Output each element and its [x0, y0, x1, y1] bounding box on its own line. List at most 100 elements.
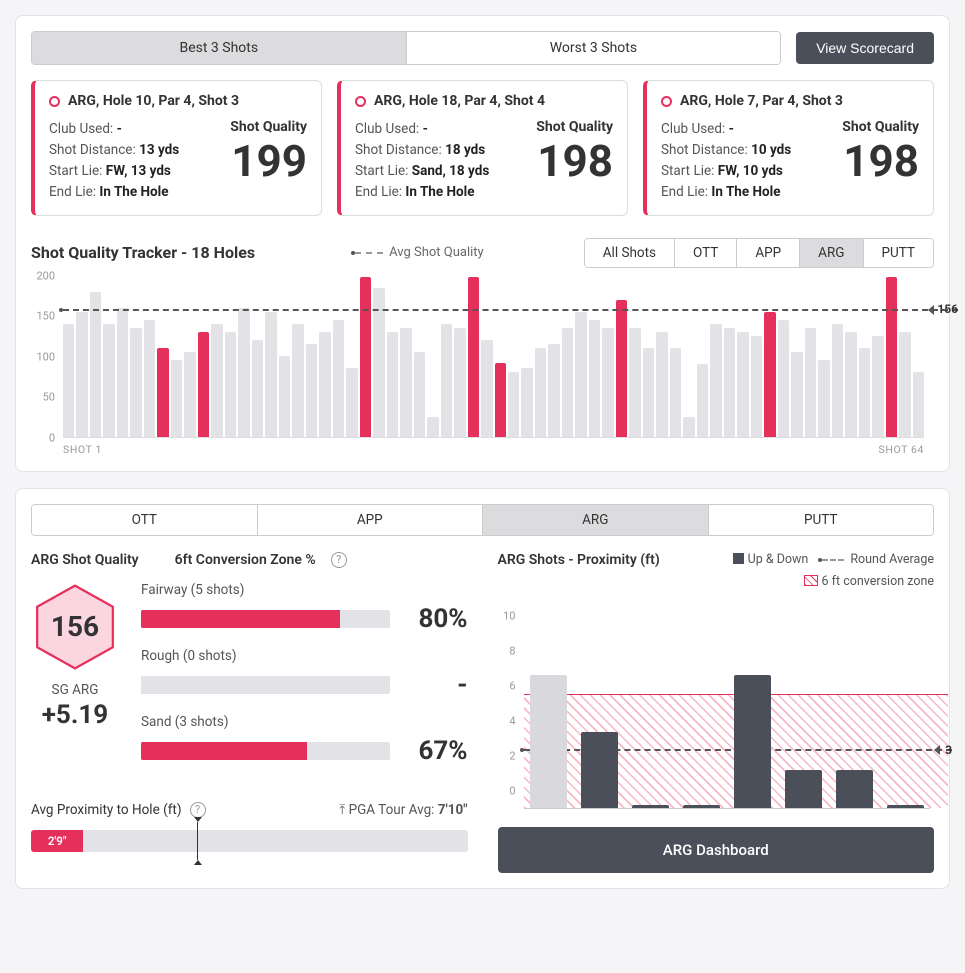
ring-icon: [355, 96, 366, 107]
proximity-bar[interactable]: [734, 675, 771, 808]
lower-tab-putt[interactable]: PUTT: [709, 505, 934, 535]
tracker-bar[interactable]: [670, 348, 681, 437]
tracker-bar[interactable]: [562, 328, 573, 437]
tracker-bar[interactable]: [629, 328, 640, 437]
tracker-bar[interactable]: [589, 320, 600, 437]
tracker-bar[interactable]: [454, 328, 465, 437]
shot-card-2[interactable]: ARG, Hole 7, Par 4, Shot 3Club Used: -Sh…: [643, 80, 934, 216]
tracker-bar[interactable]: [859, 348, 870, 437]
sg-arg-value: +5.19: [31, 700, 119, 730]
tracker-tab-putt[interactable]: PUTT: [864, 239, 934, 267]
tracker-bar[interactable]: [481, 340, 492, 437]
tracker-bar[interactable]: [400, 328, 411, 437]
legend-avg-shot-quality: Avg Shot Quality: [355, 245, 484, 260]
lower-tab-ott[interactable]: OTT: [32, 505, 258, 535]
tracker-bar[interactable]: [872, 336, 883, 437]
help-icon[interactable]: ?: [331, 552, 347, 568]
tracker-bar[interactable]: [832, 324, 843, 437]
tracker-bar[interactable]: [360, 277, 371, 436]
tracker-bar[interactable]: [643, 348, 654, 437]
sg-arg-label: SG ARG: [31, 682, 119, 698]
tracker-bar[interactable]: [602, 328, 613, 437]
tracker-bar[interactable]: [548, 344, 559, 437]
tracker-bar[interactable]: [103, 324, 114, 437]
proximity-bar[interactable]: [785, 770, 822, 808]
ring-icon: [661, 96, 672, 107]
tracker-bar[interactable]: [656, 332, 667, 437]
tracker-bar[interactable]: [441, 324, 452, 437]
tracker-bar[interactable]: [508, 372, 519, 436]
shot-card-0[interactable]: ARG, Hole 10, Par 4, Shot 3Club Used: -S…: [31, 80, 322, 216]
tracker-bar[interactable]: [764, 312, 775, 437]
tracker-bar[interactable]: [333, 320, 344, 437]
tracker-title: Shot Quality Tracker - 18 Holes: [31, 243, 255, 262]
tracker-bar[interactable]: [778, 320, 789, 437]
tracker-bar[interactable]: [805, 328, 816, 437]
view-scorecard-button[interactable]: View Scorecard: [796, 32, 934, 64]
tab-worst-shots[interactable]: Worst 3 Shots: [407, 32, 781, 64]
tracker-bar[interactable]: [899, 332, 910, 437]
tab-best-shots[interactable]: Best 3 Shots: [32, 32, 407, 64]
tracker-bar[interactable]: [117, 308, 128, 437]
tracker-tab-arg[interactable]: ARG: [800, 239, 863, 267]
tracker-bar[interactable]: [535, 348, 546, 437]
tracker-bar[interactable]: [225, 332, 236, 437]
tracker-bar[interactable]: [319, 332, 330, 437]
tracker-bar[interactable]: [306, 344, 317, 437]
tracker-bar[interactable]: [76, 312, 87, 437]
tracker-bar[interactable]: [279, 356, 290, 437]
tracker-bar[interactable]: [198, 332, 209, 437]
lower-category-tabs: OTTAPPARGPUTT: [31, 504, 934, 536]
tracker-bar[interactable]: [724, 328, 735, 437]
proximity-bar[interactable]: [632, 805, 669, 808]
tracker-bar[interactable]: [521, 368, 532, 436]
tracker-bar[interactable]: [845, 332, 856, 437]
tracker-bar[interactable]: [292, 324, 303, 437]
tracker-bar[interactable]: [387, 332, 398, 437]
tracker-bar[interactable]: [238, 308, 249, 437]
tracker-bar[interactable]: [818, 360, 829, 436]
tracker-bar[interactable]: [427, 417, 438, 437]
tracker-bar[interactable]: [616, 300, 627, 437]
lower-tab-arg[interactable]: ARG: [483, 505, 709, 535]
arg-right-column: ARG Shots - Proximity (ft) Up & Down Rou…: [498, 552, 935, 873]
proximity-bar[interactable]: [683, 805, 720, 808]
tracker-bar[interactable]: [737, 332, 748, 437]
tracker-bar[interactable]: [697, 364, 708, 436]
tracker-bar[interactable]: [791, 352, 802, 437]
shot-card-1[interactable]: ARG, Hole 18, Par 4, Shot 4Club Used: -S…: [337, 80, 628, 216]
arg-dashboard-button[interactable]: ARG Dashboard: [498, 827, 935, 873]
tracker-bar[interactable]: [90, 292, 101, 437]
tracker-bar[interactable]: [130, 328, 141, 437]
tracker-bar[interactable]: [144, 320, 155, 437]
tracker-bar[interactable]: [575, 312, 586, 437]
tracker-tab-ott[interactable]: OTT: [675, 239, 737, 267]
tracker-tab-app[interactable]: APP: [737, 239, 800, 267]
conversion-rows: Fairway (5 shots)80%Rough (0 shots)-Sand…: [141, 582, 468, 780]
tracker-header: Shot Quality Tracker - 18 Holes Avg Shot…: [31, 238, 934, 268]
lower-tab-app[interactable]: APP: [258, 505, 484, 535]
proximity-bar[interactable]: [836, 770, 873, 808]
tracker-bar[interactable]: [468, 277, 479, 437]
tracker-bar[interactable]: [710, 324, 721, 437]
tracker-bar[interactable]: [184, 352, 195, 437]
tracker-bar[interactable]: [751, 336, 762, 437]
tracker-bar[interactable]: [171, 360, 182, 436]
proximity-bar[interactable]: [530, 675, 567, 808]
tracker-bar[interactable]: [252, 340, 263, 437]
tracker-bar[interactable]: [495, 363, 506, 437]
help-icon[interactable]: ?: [190, 802, 206, 818]
tracker-bar[interactable]: [683, 417, 694, 437]
proximity-bar[interactable]: [581, 732, 618, 808]
tracker-bar[interactable]: [265, 312, 276, 437]
tracker-tab-all-shots[interactable]: All Shots: [585, 239, 675, 267]
tracker-bar[interactable]: [913, 372, 924, 436]
tracker-bar[interactable]: [211, 324, 222, 437]
tracker-bar[interactable]: [63, 324, 74, 437]
tracker-bar[interactable]: [414, 352, 425, 437]
proximity-bar[interactable]: [887, 805, 924, 808]
shot-cards-row: ARG, Hole 10, Par 4, Shot 3Club Used: -S…: [31, 80, 934, 216]
tracker-bar[interactable]: [157, 348, 168, 437]
tracker-bar[interactable]: [886, 277, 897, 436]
tracker-bar[interactable]: [346, 368, 357, 436]
